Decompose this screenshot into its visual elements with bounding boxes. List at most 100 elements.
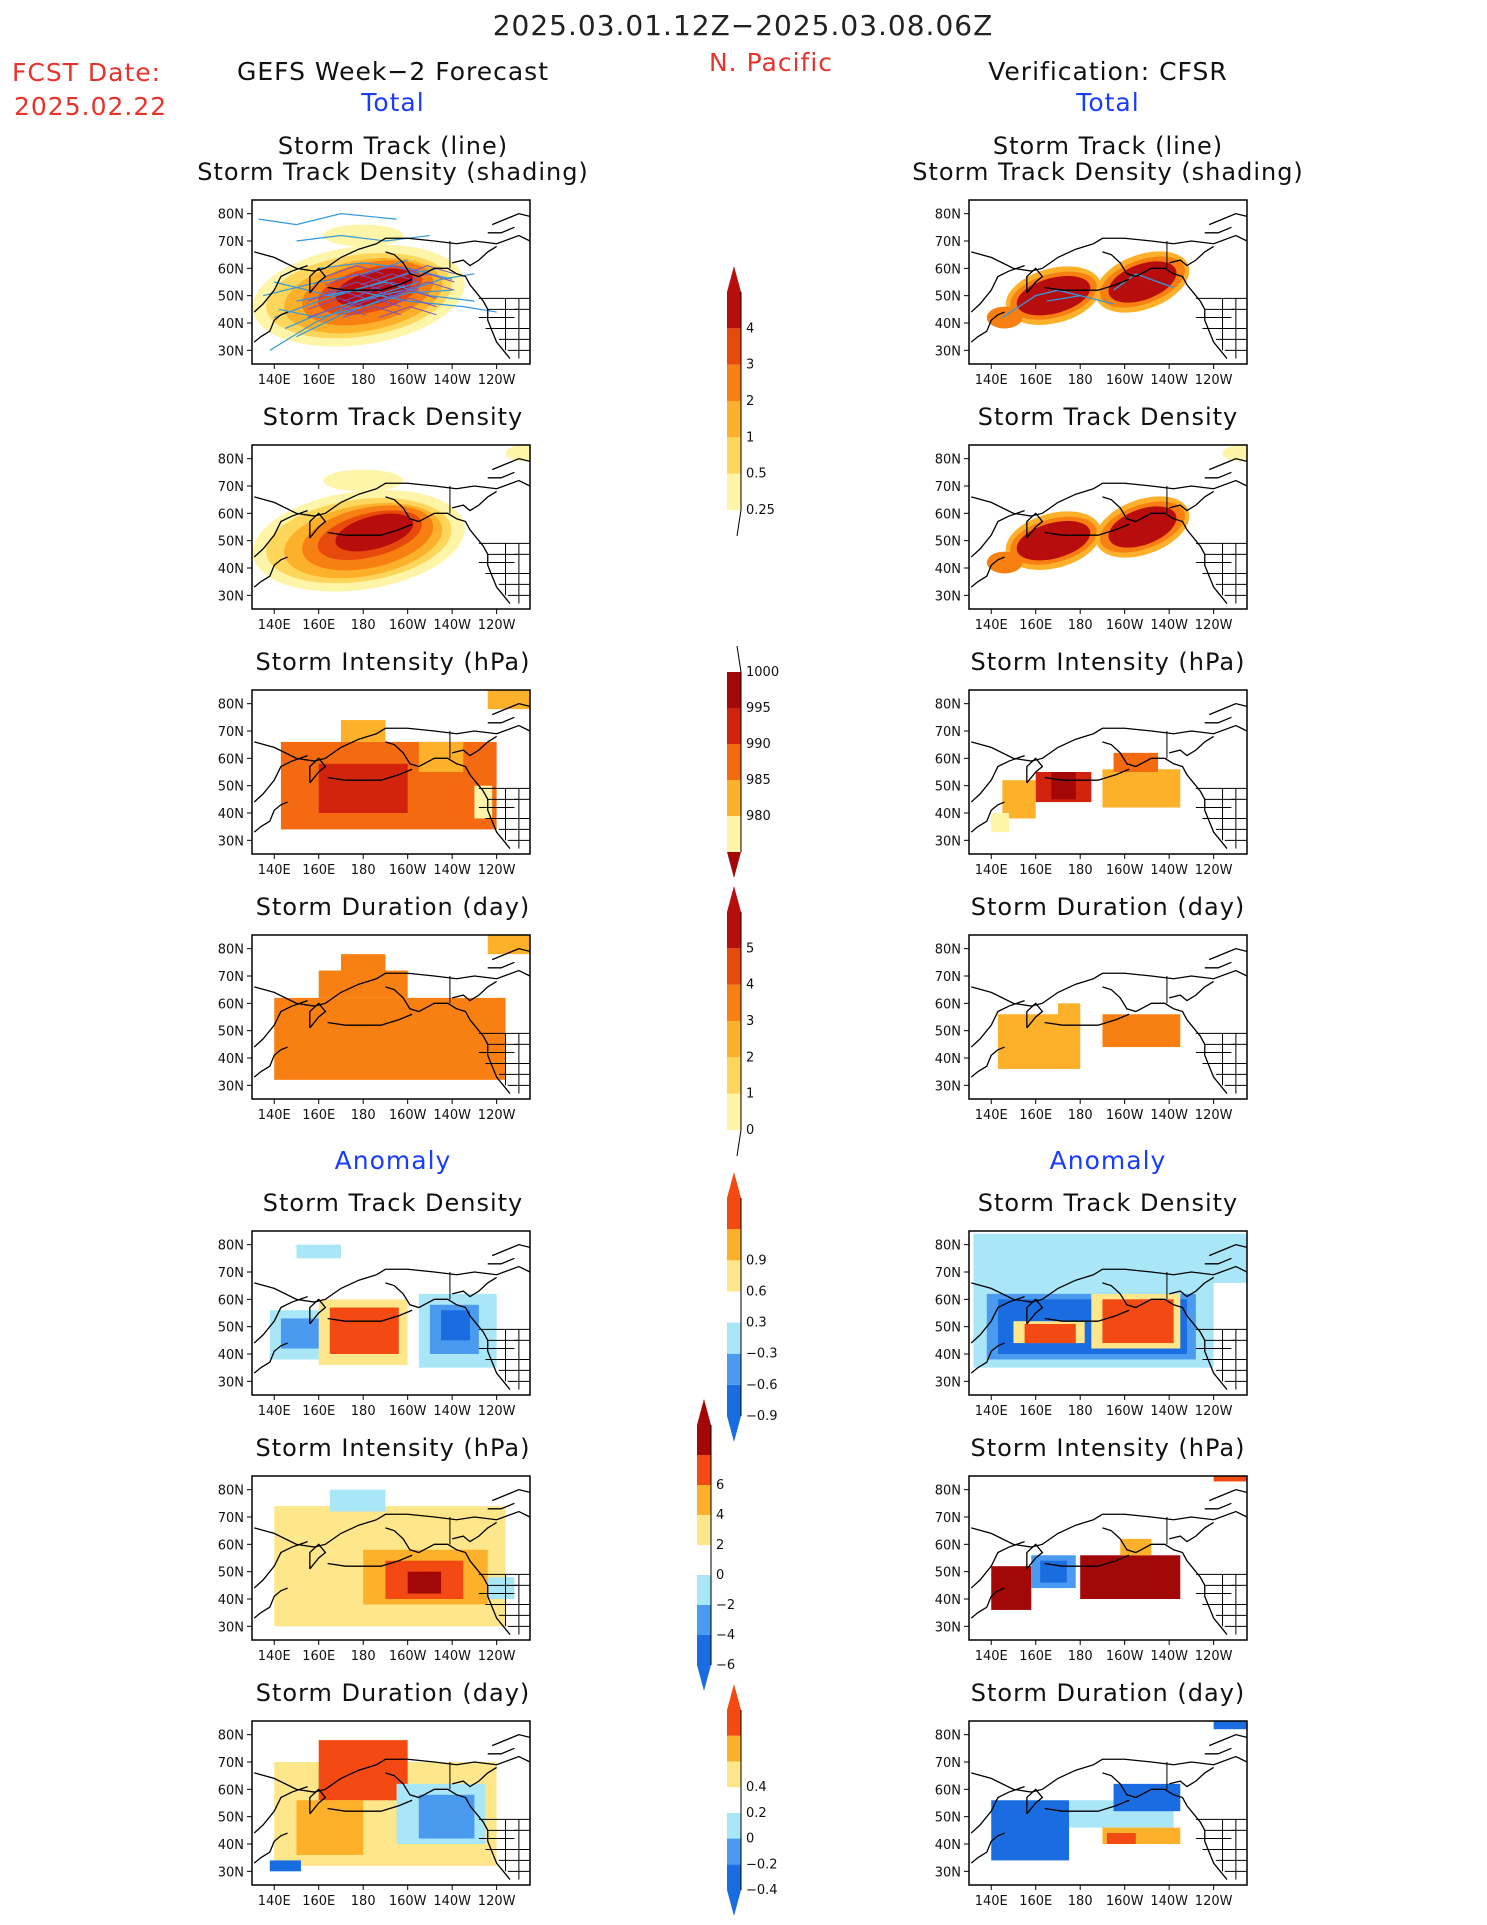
x-tick-label: 140E: [975, 1404, 1008, 1419]
colorbar-segment: [727, 1710, 741, 1736]
colorbar-tick-label: 4: [746, 978, 754, 993]
y-tick-label: 30N: [218, 834, 244, 849]
storm-track-line: [296, 289, 497, 313]
colorbar-segment: [727, 1787, 741, 1813]
y-tick-label: 80N: [218, 943, 244, 958]
colorbar-tick-label: 990: [746, 737, 771, 752]
x-tick-label: 160E: [1019, 618, 1052, 633]
colorbar-tick-label: 4: [746, 321, 754, 336]
storm-track-line: [307, 297, 366, 310]
storm-track-line: [396, 265, 455, 278]
y-tick-label: 30N: [218, 1865, 244, 1880]
y-tick-label: 50N: [935, 1025, 961, 1040]
y-tick-label: 50N: [218, 1025, 244, 1040]
x-tick-label: 160W: [1106, 1108, 1144, 1123]
x-tick-label: 140W: [433, 863, 471, 878]
map-field: [969, 935, 1247, 1099]
right-track-line-title: Storm Track (line): [992, 132, 1224, 160]
x-tick-label: 140E: [258, 1404, 291, 1419]
colorbar-tick-label: 980: [746, 809, 771, 824]
y-tick-label: 70N: [218, 480, 244, 495]
storm-track-line: [1113, 273, 1174, 291]
y-tick-label: 80N: [935, 1729, 961, 1744]
left-anom-intensity-title: Storm Intensity (hPa): [255, 1434, 531, 1462]
y-tick-label: 30N: [218, 344, 244, 359]
colorbar-tick-label: 0: [746, 1832, 754, 1847]
x-tick-label: 120W: [1195, 863, 1233, 878]
y-tick-label: 40N: [935, 562, 961, 577]
date-range-title: 2025.03.01.12Z−2025.03.08.06Z: [492, 9, 994, 42]
colorbar-segment: [727, 1057, 741, 1094]
storm-track-line: [360, 281, 419, 294]
y-tick-label: 40N: [935, 317, 961, 332]
y-tick-label: 80N: [935, 1484, 961, 1499]
map-panel-fc-duration: 140E 160E 180 160W 140W 120W 80N 70N 60N 50N 40N 30…: [218, 934, 531, 1123]
y-tick-label: 60N: [935, 997, 961, 1012]
y-tick-label: 40N: [218, 1593, 244, 1608]
map-field: [252, 1721, 530, 1885]
map-field: [252, 445, 530, 609]
x-tick-label: 160W: [1106, 1894, 1144, 1909]
storm-track-line: [258, 213, 397, 226]
map-panel-obs-density: 140E 160E 180 160W 140W 120W 80N 70N 60N 50N 40N 30…: [935, 444, 1248, 633]
x-tick-label: 140W: [433, 1649, 471, 1664]
y-tick-label: 30N: [218, 1079, 244, 1094]
y-tick-label: 70N: [218, 1756, 244, 1771]
colorbar-tick-label: 2: [746, 394, 754, 409]
x-tick-label: 140W: [1150, 1108, 1188, 1123]
x-tick-label: 140E: [258, 618, 291, 633]
y-tick-label: 50N: [218, 780, 244, 795]
y-tick-label: 70N: [935, 480, 961, 495]
map-field: [252, 1231, 530, 1395]
x-tick-label: 180: [1068, 1894, 1093, 1909]
y-tick-label: 80N: [935, 943, 961, 958]
storm-track-line: [262, 259, 408, 297]
storm-track-line: [343, 306, 402, 319]
map-panel-fc-anom-intensity: 140E 160E 180 160W 140W 120W 80N 70N 60N 50N 40N 30…: [218, 1475, 531, 1664]
y-tick-label: 70N: [218, 970, 244, 985]
y-tick-label: 70N: [935, 1266, 961, 1281]
right-duration-title: Storm Duration (day): [970, 893, 1246, 921]
storm-track-line: [318, 262, 453, 280]
x-tick-label: 140E: [975, 373, 1008, 388]
colorbar-segment: [727, 364, 741, 401]
x-tick-label: 160E: [302, 618, 335, 633]
right-column-title: Verification: CFSR: [988, 57, 1228, 86]
y-tick-label: 50N: [935, 780, 961, 795]
colorbar-segment: [697, 1485, 711, 1515]
colorbar-tick-label: 0.4: [746, 1780, 767, 1795]
x-tick-label: 120W: [478, 863, 516, 878]
map-field: [252, 1476, 530, 1640]
colorbar-segment: [697, 1455, 711, 1485]
map-field: [969, 1476, 1247, 1640]
map-panel-fc-density: 140E 160E 180 160W 140W 120W 80N 70N 60N 50N 40N 30…: [218, 444, 531, 633]
colorbar-tick-label: 2: [746, 1050, 754, 1065]
x-tick-label: 160E: [302, 1649, 335, 1664]
map-field: [969, 445, 1247, 609]
storm-track-line: [325, 265, 384, 278]
colorbar-arrow: [727, 266, 741, 292]
x-tick-label: 160E: [1019, 1649, 1052, 1664]
y-tick-label: 80N: [935, 1239, 961, 1254]
colorbar-segment: [697, 1545, 711, 1575]
colorbar-tick-label: 0.9: [746, 1253, 767, 1268]
right-anom-duration-title: Storm Duration (day): [970, 1679, 1246, 1707]
map-panel-obs-track: 140E 160E 180 160W 140W 120W 80N 70N 60N 50N 40N 30…: [935, 199, 1248, 388]
y-tick-label: 40N: [218, 1838, 244, 1853]
storm-track-line: [360, 273, 419, 286]
right-density-title: Storm Track Density: [977, 403, 1239, 431]
colorbar-tick-label: 2: [716, 1538, 724, 1553]
colorbar-segment: [727, 912, 741, 949]
x-tick-label: 180: [351, 1649, 376, 1664]
colorbar-tick-label: 5: [746, 941, 754, 956]
x-tick-label: 120W: [478, 1894, 516, 1909]
storm-track-line: [360, 265, 419, 278]
y-tick-label: 60N: [935, 752, 961, 767]
y-tick-label: 50N: [218, 290, 244, 305]
colorbar-tick-label: 0.3: [746, 1316, 767, 1331]
y-tick-label: 70N: [935, 1511, 961, 1526]
y-tick-label: 70N: [218, 725, 244, 740]
colorbar-tick-label: −6: [716, 1658, 735, 1673]
region-title: N. Pacific: [708, 48, 834, 77]
map-panel-obs-intensity: 140E 160E 180 160W 140W 120W 80N 70N 60N 50N 40N 30…: [935, 689, 1248, 878]
